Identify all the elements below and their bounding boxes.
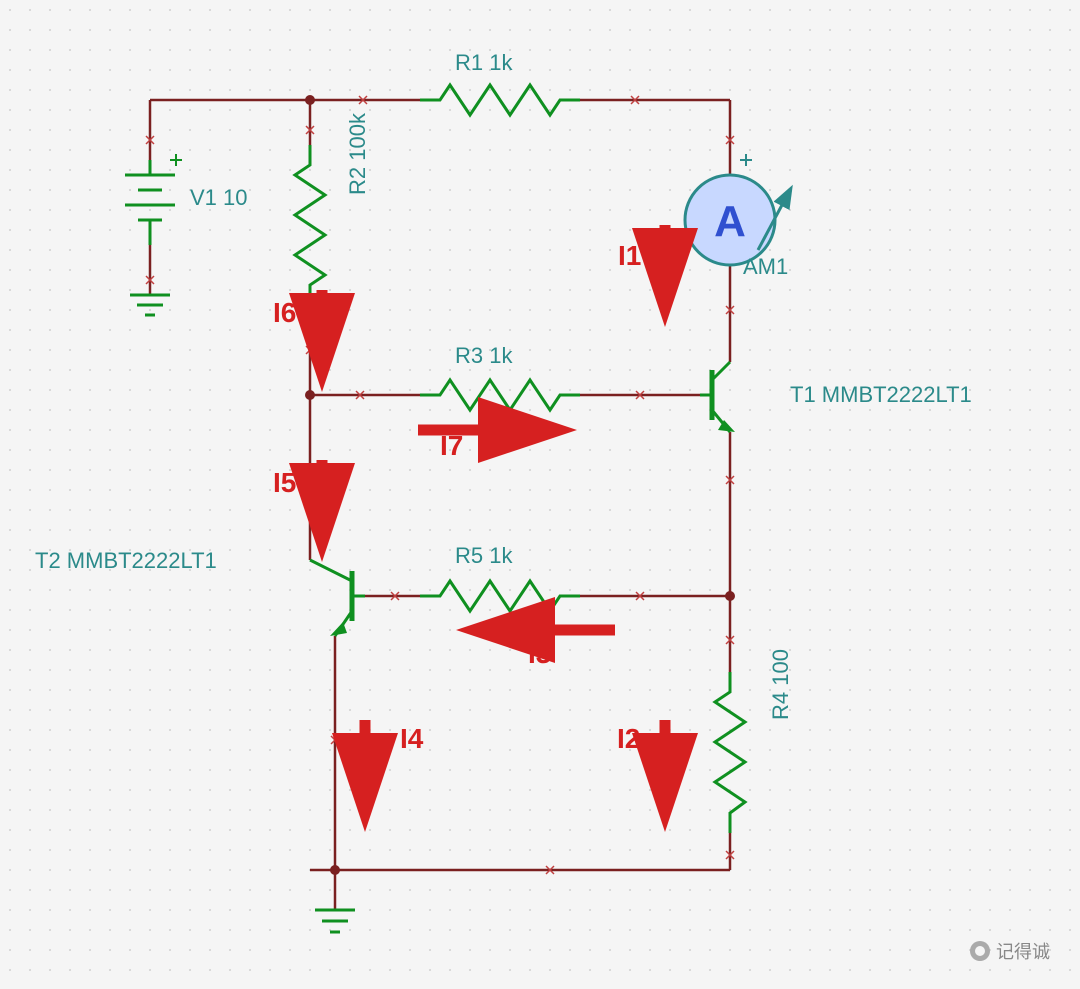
label-T2: T2 MMBT2222LT1 xyxy=(35,548,217,574)
label-I4: I4 xyxy=(400,723,423,755)
label-T1: T1 MMBT2222LT1 xyxy=(790,382,972,408)
watermark-text: 记得诚 xyxy=(996,938,1050,964)
label-R2: R2 100k xyxy=(345,113,371,195)
label-AM1: AM1 xyxy=(743,254,788,280)
component-T2 xyxy=(310,560,365,636)
label-R5: R5 1k xyxy=(455,543,512,569)
label-I6: I6 xyxy=(273,297,296,329)
label-I3: I3 xyxy=(528,638,551,670)
label-I1: I1 xyxy=(618,240,641,272)
label-R1: R1 1k xyxy=(455,50,512,76)
component-AM1: A xyxy=(685,154,790,265)
label-I2: I2 xyxy=(617,723,640,755)
wire-marks xyxy=(146,96,734,874)
label-I5: I5 xyxy=(273,467,296,499)
label-V1: V1 10 xyxy=(190,185,248,211)
label-R4: R4 100 xyxy=(768,649,794,720)
watermark: 记得诚 xyxy=(970,938,1050,964)
svg-text:A: A xyxy=(714,197,746,246)
circuit-diagram: A xyxy=(0,0,1080,989)
wires xyxy=(150,100,730,910)
label-I7: I7 xyxy=(440,430,463,462)
component-T1 xyxy=(700,362,735,432)
current-arrows xyxy=(322,225,665,810)
ground-V1 xyxy=(130,295,170,315)
wechat-icon xyxy=(970,941,990,961)
label-R3: R3 1k xyxy=(455,343,512,369)
component-V1 xyxy=(125,154,182,245)
ground-bottom xyxy=(315,910,355,932)
